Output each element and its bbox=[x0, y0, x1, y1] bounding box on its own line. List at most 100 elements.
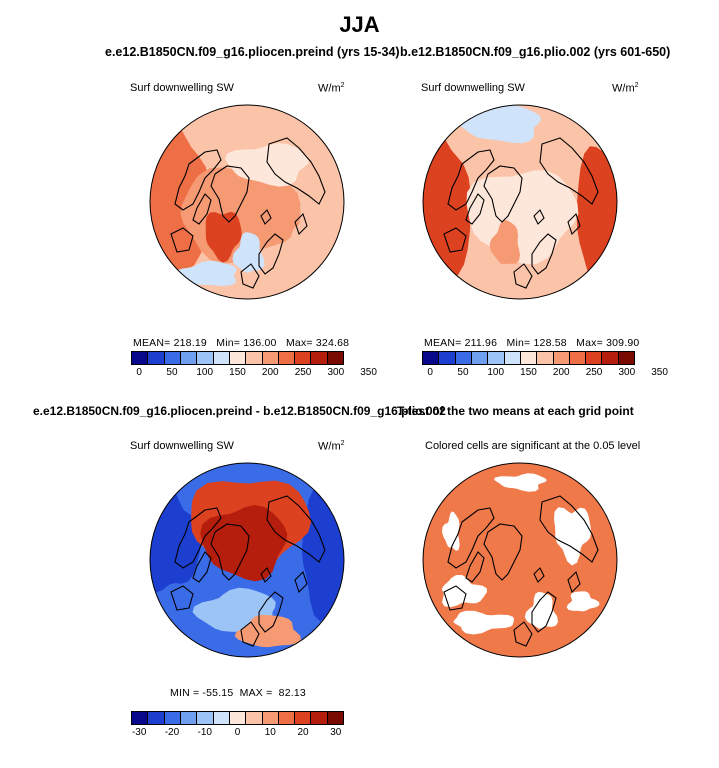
colorbar-tick-label: 100 bbox=[487, 367, 505, 378]
colorbar-tick-label: 50 bbox=[166, 367, 178, 378]
panel2-units: W/m2 bbox=[612, 82, 639, 95]
coastline bbox=[447, 149, 495, 211]
colorbar-cell bbox=[602, 352, 619, 364]
panel3-stats: MIN = -55.15 MAX = 82.13 bbox=[170, 687, 306, 699]
coastline bbox=[170, 585, 194, 611]
colorbar-cell bbox=[180, 352, 198, 364]
panel1-colorbar-ticks: 0 50 100 150 200 250 300 350 bbox=[131, 367, 377, 381]
coastline bbox=[240, 621, 260, 647]
nonsignificant-cells bbox=[524, 591, 559, 629]
panel2-min-value: 128.58 bbox=[533, 337, 567, 349]
field-region bbox=[232, 232, 265, 273]
colorbar-cell bbox=[132, 712, 149, 724]
colorbar-cell bbox=[197, 352, 214, 364]
colorbar-tick-label: 300 bbox=[327, 367, 345, 378]
coastline bbox=[260, 209, 272, 225]
coastline bbox=[260, 567, 272, 583]
coastline bbox=[447, 507, 495, 569]
colorbar-tick-label: 350 bbox=[360, 367, 377, 378]
colorbar-cell bbox=[278, 352, 296, 364]
panel1-min-value: 136.00 bbox=[243, 337, 277, 349]
colorbar-cell bbox=[327, 352, 344, 364]
colorbar-tick-label: 150 bbox=[229, 367, 246, 378]
map-border bbox=[422, 104, 618, 300]
colorbar-tick-label: 20 bbox=[297, 727, 309, 738]
colorbar-tick-label: 0 bbox=[427, 367, 433, 378]
colorbar-tick-label: 300 bbox=[618, 367, 636, 378]
nonsignificant-cells bbox=[441, 575, 487, 608]
colorbar-cell bbox=[537, 352, 554, 364]
colorbar-tick-label: 250 bbox=[294, 367, 312, 378]
coastline bbox=[533, 209, 545, 225]
field-region bbox=[225, 143, 310, 187]
coastline bbox=[192, 193, 212, 225]
colorbar-cell bbox=[246, 712, 263, 724]
colorbar-tick-label: 350 bbox=[651, 367, 668, 378]
coastline bbox=[266, 137, 326, 205]
panel2-mean-value: 211.96 bbox=[464, 337, 498, 349]
panel2-polar-map bbox=[422, 104, 618, 300]
colorbar-tick-label: -20 bbox=[164, 727, 180, 738]
colorbar-cell bbox=[213, 352, 230, 364]
colorbar-cell bbox=[520, 352, 538, 364]
nonsignificant-cells bbox=[442, 511, 460, 551]
colorbar-tick-label: 150 bbox=[520, 367, 537, 378]
coastline bbox=[513, 263, 533, 289]
colorbar-cell bbox=[586, 352, 603, 364]
figure-title: JJA bbox=[339, 12, 380, 37]
coastline bbox=[258, 233, 284, 275]
field-region bbox=[200, 504, 288, 582]
coastline bbox=[240, 263, 260, 289]
colorbar-cell bbox=[488, 352, 505, 364]
colorbar-cell bbox=[148, 352, 165, 364]
coastline bbox=[443, 585, 467, 611]
colorbar-cell bbox=[229, 712, 247, 724]
colorbar-cell bbox=[618, 352, 635, 364]
panel3-units: W/m2 bbox=[318, 440, 345, 453]
panel1-max-value: 324.68 bbox=[315, 337, 350, 349]
field-region bbox=[205, 211, 242, 263]
coastline bbox=[192, 551, 212, 583]
colorbar-cell bbox=[471, 352, 489, 364]
colorbar-cell bbox=[423, 352, 440, 364]
coastline bbox=[539, 495, 599, 563]
coastline bbox=[531, 233, 557, 275]
colorbar-cell bbox=[278, 712, 296, 724]
colorbar-tick-label: -10 bbox=[197, 727, 212, 738]
panel3-colorbar bbox=[131, 711, 344, 725]
panel1-mean-label: MEAN= bbox=[133, 337, 171, 349]
panel1-min-label: Min= bbox=[216, 337, 241, 349]
colorbar-cell bbox=[262, 352, 279, 364]
colorbar-tick-label: 200 bbox=[261, 367, 279, 378]
panel2-variable: Surf downwelling SW bbox=[421, 82, 525, 94]
colorbar-cell bbox=[132, 352, 149, 364]
coastline bbox=[170, 227, 194, 253]
nonsignificant-cells bbox=[453, 610, 515, 635]
coastline bbox=[531, 591, 557, 633]
colorbar-cell bbox=[439, 352, 456, 364]
panel2-title: b.e12.B1850CN.f09_g16.plio.002 (yrs 601-… bbox=[400, 45, 671, 59]
colorbar-cell bbox=[246, 352, 263, 364]
colorbar-cell bbox=[311, 712, 328, 724]
panel1-colorbar bbox=[131, 351, 344, 365]
colorbar-cell bbox=[504, 352, 521, 364]
panel2-mean-label: MEAN= bbox=[424, 337, 462, 349]
map-border bbox=[422, 462, 618, 658]
colorbar-cell bbox=[327, 712, 344, 724]
coastline bbox=[465, 551, 485, 583]
colorbar-tick-label: 0 bbox=[234, 727, 241, 738]
colorbar-cell bbox=[180, 712, 198, 724]
colorbar-tick-label: 30 bbox=[330, 727, 342, 738]
field-region bbox=[489, 220, 520, 265]
colorbar-tick-label: 200 bbox=[552, 367, 570, 378]
panel3-variable: Surf downwelling SW bbox=[130, 440, 234, 452]
panel4-subtitle: Colored cells are significant at the 0.0… bbox=[425, 440, 641, 452]
colorbar-tick-label: 250 bbox=[585, 367, 603, 378]
panel1-variable: Surf downwelling SW bbox=[130, 82, 234, 94]
panel1-mean-value: 218.19 bbox=[173, 337, 207, 349]
nonsignificant-cells bbox=[494, 473, 547, 492]
colorbar-cell bbox=[311, 352, 328, 364]
colorbar-cell bbox=[197, 712, 214, 724]
panel4-title: T-test of the two means at each grid poi… bbox=[397, 404, 634, 418]
panel1-units: W/m2 bbox=[318, 82, 345, 95]
